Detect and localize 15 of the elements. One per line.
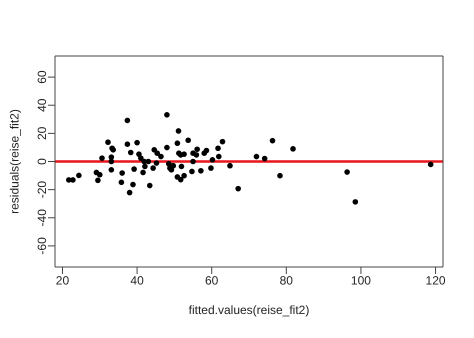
x-tick-label: 60 bbox=[205, 274, 219, 288]
x-axis-title: fitted.values(reise_fit2) bbox=[188, 303, 310, 317]
y-tick-label: 20 bbox=[35, 126, 49, 140]
x-tick-label: 80 bbox=[280, 274, 294, 288]
x-tick-label: 120 bbox=[426, 274, 446, 288]
y-tick-label: -60 bbox=[35, 236, 49, 255]
y-tick-label: -20 bbox=[35, 180, 49, 198]
y-tick-label: 40 bbox=[35, 98, 49, 112]
y-tick-label: 0 bbox=[35, 158, 49, 165]
x-tick-label: 40 bbox=[130, 274, 144, 288]
x-tick-label: 100 bbox=[350, 274, 372, 288]
y-axis-title: residuals(reise_fit2) bbox=[7, 109, 22, 214]
x-tick-label: 20 bbox=[56, 274, 70, 288]
y-tick-label: -40 bbox=[35, 208, 49, 226]
y-tick-label: 60 bbox=[35, 70, 49, 84]
